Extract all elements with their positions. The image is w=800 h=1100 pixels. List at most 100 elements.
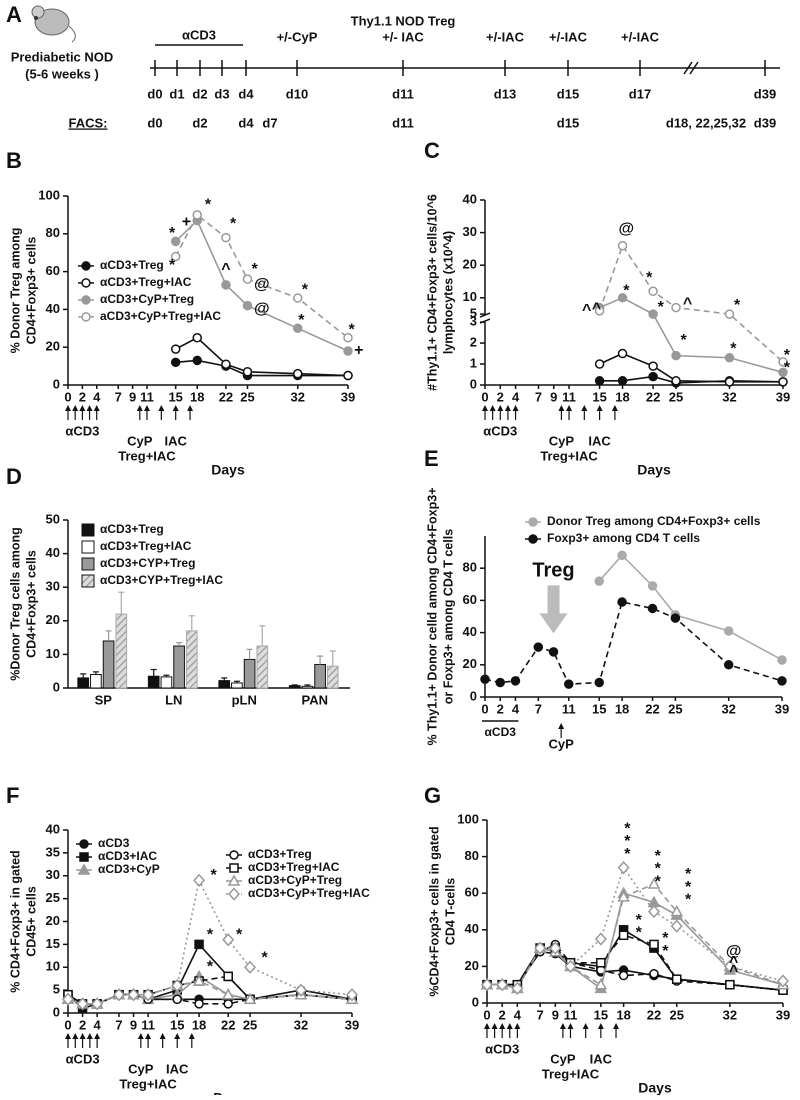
- marker: [534, 941, 547, 955]
- x-tick-label: 2: [499, 1007, 506, 1022]
- legend-marker: [227, 874, 241, 886]
- y-axis-label: %CD4+Foxp3+ cells in gated: [427, 826, 441, 996]
- marker: [193, 873, 206, 887]
- arrow-head: [187, 405, 194, 411]
- x-tick-label: 39: [775, 701, 789, 716]
- x-tick-label: 15: [592, 701, 606, 716]
- axis-break: [689, 61, 699, 75]
- x-tick-label: 18: [192, 1017, 206, 1032]
- y-tick-label: 1: [470, 355, 477, 370]
- bar: [326, 665, 339, 689]
- x-tick-label: 9: [552, 1007, 559, 1022]
- treatment-label: Treg+IAC: [540, 448, 598, 463]
- legend-label: αCD3+Treg+IAC: [100, 275, 192, 289]
- legend-label: αCD3+IAC: [98, 849, 157, 863]
- arrow-head: [514, 1023, 521, 1029]
- marker: [594, 376, 605, 386]
- y-tick-label: 40: [46, 821, 60, 836]
- y-tick-label: 20: [46, 612, 60, 627]
- bar: [218, 680, 231, 689]
- annotation: *: [169, 257, 176, 274]
- arrow-head: [581, 405, 588, 411]
- x-tick-label: 18: [615, 701, 629, 716]
- annotation: *: [205, 197, 212, 214]
- treatment-label: αCD3: [483, 423, 517, 438]
- y-tick-label: 50: [46, 511, 60, 526]
- x-tick-label: 25: [240, 389, 254, 404]
- marker: [192, 974, 206, 986]
- marker: [648, 309, 658, 319]
- marker: [194, 939, 204, 950]
- day-label: d4: [238, 86, 254, 101]
- arrow-head: [484, 1023, 490, 1029]
- annotation: @: [254, 301, 270, 318]
- marker: [170, 344, 181, 354]
- marker: [617, 348, 628, 359]
- y-tick-label: 100: [457, 811, 479, 826]
- x-tick-label: 39: [345, 1017, 359, 1032]
- legend-label: aCD3+CyP+Treg+IAC: [100, 309, 221, 323]
- y-axis-label: % CD4+Foxp3+ in gated: [8, 850, 22, 992]
- treatment-label: αCD3: [66, 1051, 100, 1066]
- marker: [343, 346, 353, 356]
- marker: [510, 676, 521, 686]
- y-axis-label: CD4+Foxp3+ cells: [24, 550, 38, 658]
- x-tick-label: 4: [94, 1017, 102, 1032]
- marker: [496, 978, 509, 992]
- x-tick-label: 7: [537, 1007, 544, 1022]
- x-tick-label: 22: [646, 389, 660, 404]
- arrow-head: [79, 405, 86, 411]
- legend-label: αCD3+CYP+Treg: [100, 556, 195, 570]
- axis-break: [683, 61, 693, 75]
- annotation: +: [354, 342, 363, 359]
- y-tick-label: 10: [463, 289, 477, 304]
- legend-label: αCD3+Treg+IAC: [100, 539, 192, 553]
- y-tick-label: 5: [470, 306, 477, 321]
- y-axis-label: % Donor Treg among: [8, 228, 22, 354]
- marker: [649, 939, 659, 950]
- annotation: *: [261, 949, 268, 966]
- y-tick-label: 60: [465, 885, 479, 900]
- marker: [724, 352, 735, 363]
- annotation: *: [655, 861, 662, 878]
- marker: [778, 357, 788, 367]
- event-label: +/-IAC: [621, 29, 660, 44]
- arrow-head: [65, 1033, 71, 1039]
- marker: [242, 274, 253, 284]
- marker: [495, 677, 505, 688]
- marker: [648, 371, 658, 382]
- facs-day: d0: [147, 115, 162, 130]
- marker: [648, 361, 658, 371]
- marker: [192, 210, 202, 220]
- x-tick-label: 11: [564, 1007, 578, 1022]
- subject-label: Prediabetic NOD: [11, 49, 114, 64]
- treatment-label: CyP: [550, 1051, 576, 1066]
- x-tick-label: 39: [776, 1007, 790, 1022]
- legend-swatch: [81, 557, 95, 571]
- y-tick-label: 25: [46, 890, 60, 905]
- day-label: d39: [754, 86, 776, 101]
- treatment-label: IAC: [164, 433, 187, 448]
- x-tick-label: 2: [79, 1017, 86, 1032]
- annotation: *: [658, 299, 665, 316]
- series-line: [487, 865, 784, 990]
- annotation: *: [624, 820, 631, 837]
- event-label: +/-IAC: [486, 29, 525, 44]
- marker: [343, 370, 353, 381]
- treatment-label: CyP: [128, 1061, 154, 1076]
- arrow-head: [159, 1033, 166, 1039]
- marker: [671, 376, 681, 386]
- y-tick-label: 20: [463, 257, 477, 272]
- legend-marker: [81, 261, 91, 271]
- y-axis-label: CD45+ cells: [24, 886, 38, 957]
- legend-label: αCD3+Treg: [248, 847, 312, 861]
- legend-label: αCD3+Treg: [100, 522, 164, 536]
- annotation: ^: [582, 302, 591, 319]
- facs-day: d2: [192, 115, 207, 130]
- panel-label: D: [6, 464, 22, 489]
- marker: [647, 603, 658, 614]
- arrow-head: [558, 723, 565, 729]
- marker: [242, 367, 253, 377]
- x-tick-label: 39: [776, 389, 790, 404]
- y-tick-label: 0: [53, 376, 60, 391]
